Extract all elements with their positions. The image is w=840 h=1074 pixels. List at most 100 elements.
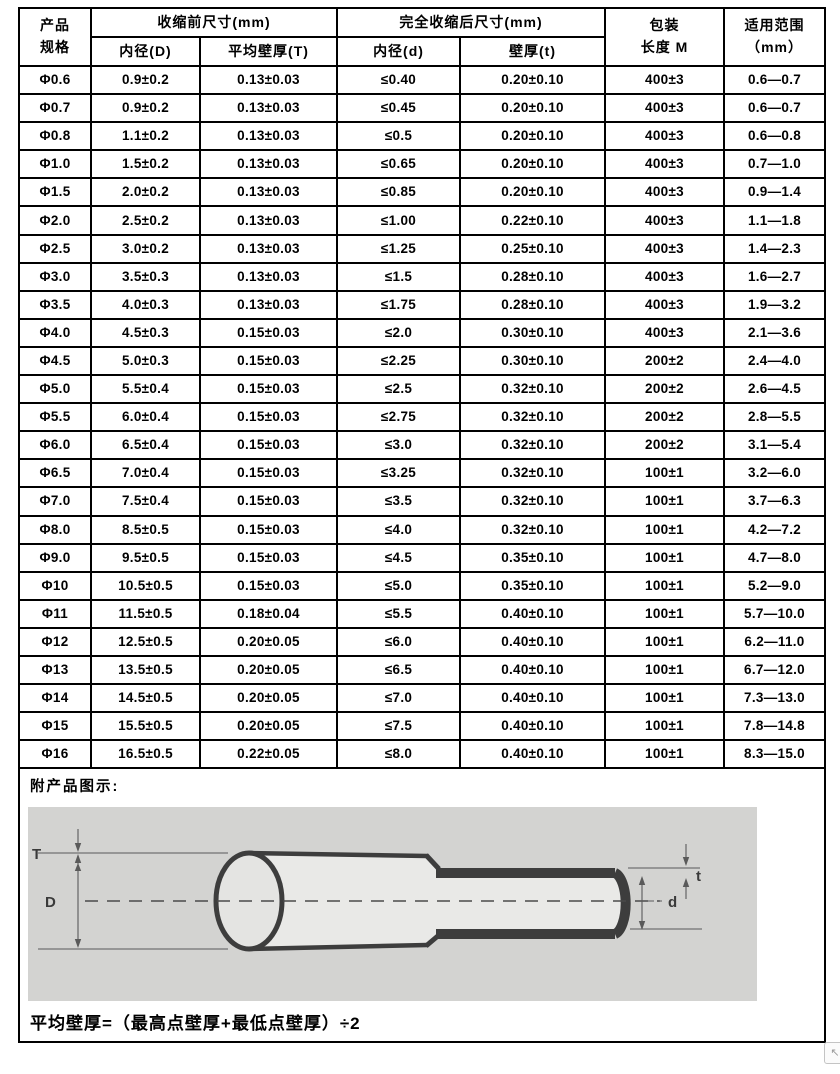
cell-wall-t-before: 0.15±0.03	[198, 374, 339, 405]
nw-arrow-icon: ↖	[830, 1047, 840, 1059]
cell-inner-d-before: 4.5±0.3	[90, 317, 201, 348]
notes-section: 附产品图示:	[17, 767, 827, 1044]
cell-applicable-range: 3.2—6.0	[723, 458, 827, 489]
cell-wall-t-after: 0.20±0.10	[459, 93, 607, 124]
cell-wall-t-before: 0.20±0.05	[198, 626, 339, 657]
cell-applicable-range: 1.4—2.3	[723, 233, 827, 264]
tube-diagram: T D t	[28, 807, 757, 1002]
cell-packing-length: 100±1	[604, 739, 726, 770]
cell-spec: Φ12	[18, 626, 92, 657]
cell-wall-t-before: 0.13±0.03	[198, 121, 339, 152]
big-tube-bottom-wall	[248, 943, 428, 952]
spec-row: Φ6.5 7.0±0.4 0.15±0.03 ≤3.25 0.32±0.10 100±1 3…	[18, 458, 827, 489]
cell-applicable-range: 1.6—2.7	[723, 261, 827, 292]
cell-wall-t-before: 0.15±0.03	[198, 514, 339, 545]
cell-spec: Φ10	[18, 570, 92, 601]
cell-applicable-range: 2.4—4.0	[723, 345, 827, 377]
cell-wall-t-after: 0.40±0.10	[459, 739, 607, 770]
cell-wall-t-before: 0.13±0.03	[198, 93, 339, 124]
cell-inner-d-before: 6.0±0.4	[90, 402, 201, 433]
cell-inner-d-after: ≤6.0	[336, 626, 462, 657]
cell-inner-d-before: 2.5±0.2	[90, 205, 201, 236]
cell-inner-d-before: 3.5±0.3	[90, 261, 201, 292]
cell-wall-t-after: 0.30±0.10	[459, 345, 607, 377]
average-wall-formula: 平均壁厚=（最高点壁厚+最低点壁厚）÷2	[30, 1014, 361, 1034]
cell-spec: Φ4.5	[18, 345, 92, 377]
cell-wall-t-before: 0.13±0.03	[198, 64, 339, 96]
cell-spec: Φ4.0	[18, 317, 92, 348]
header-row-2: 内径(D) 平均壁厚(T) 内径(d) 壁厚(t)	[19, 36, 825, 67]
cell-applicable-range: 3.1—5.4	[723, 430, 827, 461]
cell-packing-length: 100±1	[604, 683, 726, 714]
cell-spec: Φ0.6	[18, 64, 92, 96]
spec-table-body: Φ0.6 0.9±0.2 0.13±0.03 ≤0.40 0.20±0.10 400±3 0…	[18, 64, 827, 770]
cell-wall-t-after: 0.32±0.10	[459, 402, 607, 433]
cell-inner-d-before: 2.0±0.2	[90, 177, 201, 208]
cell-applicable-range: 4.7—8.0	[723, 542, 827, 573]
arrow-down-icon	[638, 921, 646, 931]
cell-applicable-range: 0.7—1.0	[723, 149, 827, 180]
cell-wall-t-after: 0.20±0.10	[459, 177, 607, 208]
header-inner-diameter-before: 内径(D)	[90, 36, 201, 67]
cell-spec: Φ7.0	[18, 486, 92, 517]
cell-inner-d-after: ≤2.75	[336, 402, 462, 433]
cell-inner-d-after: ≤4.5	[336, 542, 462, 573]
cell-inner-d-before: 8.5±0.5	[90, 514, 201, 545]
cell-wall-t-before: 0.13±0.03	[198, 149, 339, 180]
cell-applicable-range: 1.9—3.2	[723, 289, 827, 320]
spec-row: Φ0.7 0.9±0.2 0.13±0.03 ≤0.45 0.20±0.10 400±3 0…	[18, 93, 827, 124]
cell-inner-d-before: 5.0±0.3	[90, 345, 201, 377]
label-T: T	[32, 846, 41, 863]
spec-row: Φ3.5 4.0±0.3 0.13±0.03 ≤1.75 0.28±0.10 400±3 1…	[18, 289, 827, 320]
cell-packing-length: 100±1	[604, 514, 726, 545]
cell-inner-d-after: ≤7.0	[336, 683, 462, 714]
cell-packing-length: 200±2	[604, 374, 726, 405]
cell-wall-t-before: 0.20±0.05	[198, 683, 339, 714]
arrow-up-icon	[74, 863, 82, 872]
arrow-down-icon	[74, 843, 82, 853]
cell-packing-length: 100±1	[604, 598, 726, 629]
step-top	[424, 853, 441, 872]
cell-spec: Φ9.0	[18, 542, 92, 573]
cell-spec: Φ2.0	[18, 205, 92, 236]
cell-applicable-range: 8.3—15.0	[723, 739, 827, 770]
cell-wall-t-after: 0.40±0.10	[459, 654, 607, 686]
cell-inner-d-after: ≤2.5	[336, 374, 462, 405]
corner-resize-button[interactable]: ↖	[824, 1042, 840, 1064]
cell-spec: Φ6.0	[18, 430, 92, 461]
cell-packing-length: 400±3	[604, 317, 726, 348]
cell-inner-d-before: 14.5±0.5	[90, 683, 201, 714]
cell-inner-d-after: ≤3.25	[336, 458, 462, 489]
cell-wall-t-after: 0.32±0.10	[459, 514, 607, 545]
cell-spec: Φ1.5	[18, 177, 92, 208]
diagram-caption: 附产品图示:	[30, 779, 120, 796]
spec-row: Φ14 14.5±0.5 0.20±0.05 ≤7.0 0.40±0.10 100±1 7.…	[18, 683, 827, 714]
cell-wall-t-before: 0.15±0.03	[198, 486, 339, 517]
spec-row: Φ5.0 5.5±0.4 0.15±0.03 ≤2.5 0.32±0.10 200±2 2.…	[18, 374, 827, 405]
spec-table: 产品 规格 收缩前尺寸(mm) 完全收缩后尺寸(mm) 包装 长度 M 适用范围…	[17, 7, 827, 1044]
cell-packing-length: 100±1	[604, 542, 726, 573]
cell-wall-t-before: 0.13±0.03	[198, 289, 339, 320]
cell-wall-t-after: 0.28±0.10	[459, 261, 607, 292]
cell-spec: Φ0.7	[18, 93, 92, 124]
cell-wall-t-after: 0.25±0.10	[459, 233, 607, 264]
header-group-before-shrink: 收缩前尺寸(mm)	[89, 7, 339, 38]
cell-packing-length: 100±1	[604, 486, 726, 517]
spec-row: Φ0.8 1.1±0.2 0.13±0.03 ≤0.5 0.20±0.10 400±3 0.…	[18, 121, 827, 152]
cell-inner-d-before: 3.0±0.2	[90, 233, 201, 264]
cell-spec: Φ13	[18, 654, 92, 686]
spec-row: Φ1.0 1.5±0.2 0.13±0.03 ≤0.65 0.20±0.10 400±3 0…	[18, 149, 827, 180]
cell-wall-t-before: 0.15±0.03	[198, 570, 339, 601]
cell-inner-d-after: ≤1.00	[336, 205, 462, 236]
cell-inner-d-after: ≤2.0	[336, 317, 462, 348]
cell-wall-t-after: 0.22±0.10	[459, 205, 607, 236]
spec-row: Φ2.0 2.5±0.2 0.13±0.03 ≤1.00 0.22±0.10 400±3 1…	[18, 205, 827, 236]
cell-applicable-range: 0.6—0.8	[723, 121, 827, 152]
spec-row: Φ4.0 4.5±0.3 0.15±0.03 ≤2.0 0.30±0.10 400±3 2.…	[18, 317, 827, 348]
cell-packing-length: 400±3	[604, 121, 726, 152]
cell-spec: Φ8.0	[18, 514, 92, 545]
cell-inner-d-after: ≤2.25	[336, 345, 462, 377]
cell-wall-t-after: 0.40±0.10	[459, 711, 607, 742]
cell-spec: Φ2.5	[18, 233, 92, 264]
header-wall-after: 壁厚(t)	[459, 36, 607, 67]
